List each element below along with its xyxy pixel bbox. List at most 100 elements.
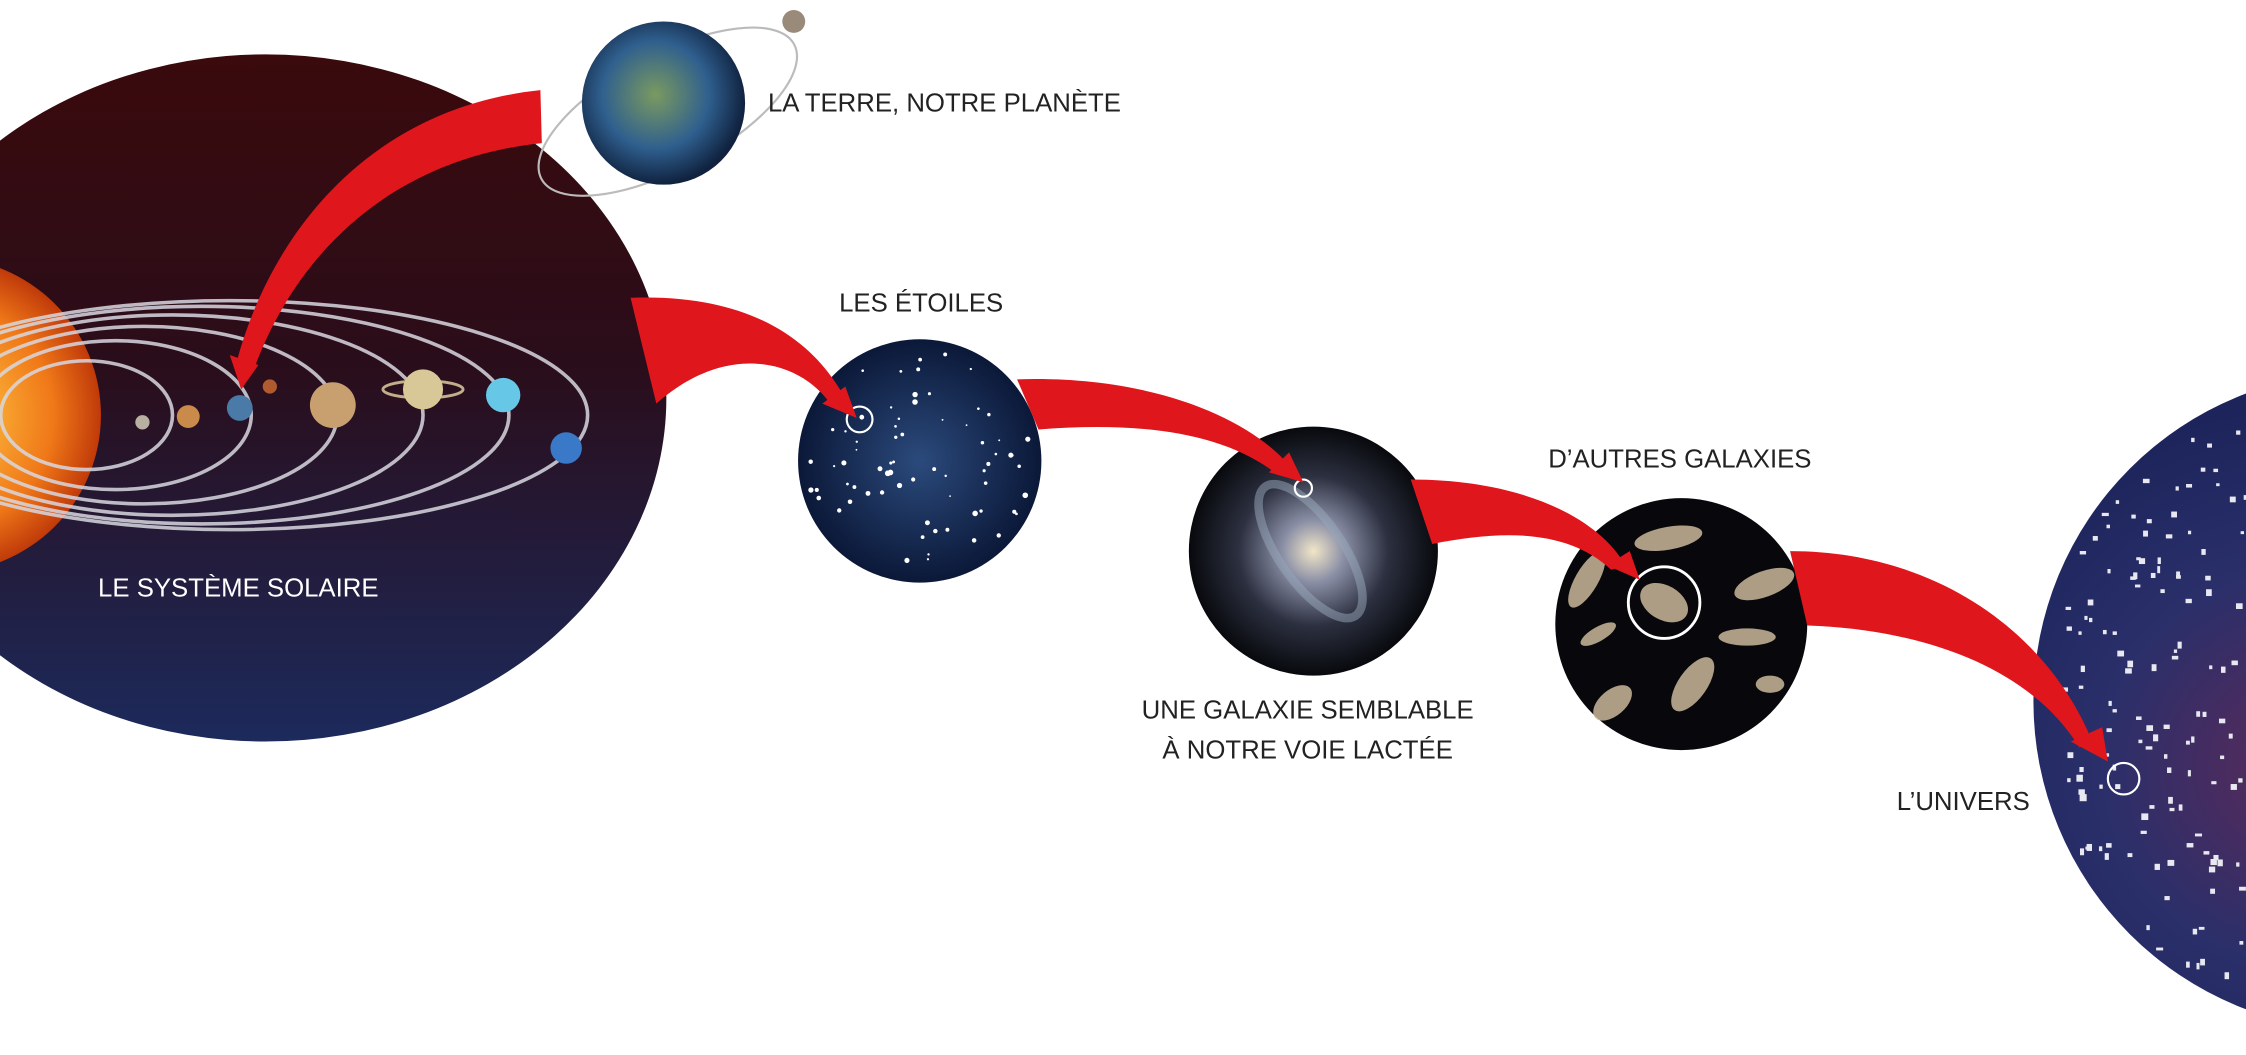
filament	[2176, 575, 2181, 579]
star	[983, 469, 986, 472]
filament	[2186, 741, 2190, 745]
star	[977, 407, 980, 410]
star	[1015, 512, 1018, 515]
star	[942, 419, 944, 421]
filament	[2164, 725, 2170, 729]
star	[846, 483, 849, 486]
star	[841, 460, 846, 465]
star	[979, 509, 982, 512]
filament	[2106, 525, 2110, 529]
filament	[2236, 430, 2240, 434]
filament	[2107, 728, 2112, 732]
star	[927, 558, 929, 560]
filament	[2078, 789, 2084, 794]
star	[890, 406, 892, 408]
filament	[2143, 479, 2150, 483]
filament	[2109, 701, 2112, 706]
star	[984, 481, 988, 485]
filament	[2236, 862, 2239, 866]
filament	[2102, 513, 2109, 516]
star	[918, 358, 922, 362]
filament	[2088, 600, 2094, 606]
filament	[2067, 626, 2072, 630]
filament	[2146, 725, 2153, 731]
filament	[2138, 740, 2142, 744]
filament	[2136, 716, 2142, 719]
filament	[2205, 576, 2211, 581]
filament	[2196, 963, 2199, 969]
filament	[2164, 896, 2169, 900]
star	[815, 488, 819, 492]
filament	[2135, 585, 2140, 588]
star	[972, 511, 978, 517]
filament	[2186, 962, 2190, 968]
star	[897, 483, 902, 488]
star	[912, 399, 918, 405]
filament	[2171, 512, 2177, 518]
filament	[2213, 469, 2218, 472]
filament	[2093, 536, 2098, 541]
filament	[2170, 808, 2175, 811]
star	[859, 415, 864, 420]
filament	[2217, 859, 2222, 866]
star	[997, 533, 1001, 537]
filament	[2076, 775, 2082, 782]
star	[916, 367, 920, 371]
filament	[2216, 483, 2219, 486]
star	[837, 508, 841, 512]
solar-system-label: LE SYSTÈME SOLAIRE	[98, 574, 378, 603]
filament	[2087, 844, 2092, 851]
filament	[2151, 573, 2156, 578]
filament	[2229, 734, 2233, 739]
filament	[2196, 711, 2200, 717]
universe-label: L’UNIVERS	[1897, 788, 2030, 816]
filament	[2103, 630, 2107, 634]
filament	[2130, 576, 2136, 579]
filament	[2143, 531, 2148, 537]
galaxy-circle	[1189, 427, 1438, 676]
star	[1017, 464, 1021, 468]
other-galaxies-label: D’AUTRES GALAXIES	[1548, 446, 1811, 474]
galaxy-label-1: UNE GALAXIE SEMBLABLE	[1142, 696, 1474, 724]
filament	[2209, 665, 2212, 669]
star	[844, 430, 846, 432]
filament	[2079, 767, 2083, 772]
star	[833, 465, 835, 467]
star	[972, 538, 977, 543]
filament	[2231, 784, 2237, 790]
filament	[2200, 959, 2205, 966]
galaxy-label-2: À NOTRE VOIE LACTÉE	[1162, 735, 1452, 764]
star	[878, 466, 883, 471]
filament	[2117, 651, 2124, 657]
stars-circle	[798, 339, 1041, 582]
star	[987, 413, 990, 416]
filament	[2191, 736, 2194, 742]
star	[995, 453, 998, 456]
filament	[2078, 631, 2081, 634]
filament	[2174, 649, 2177, 652]
filament	[2127, 661, 2133, 668]
filament	[2167, 860, 2174, 866]
star	[900, 433, 904, 437]
filament	[2203, 712, 2207, 717]
filament	[2201, 468, 2206, 472]
star	[944, 475, 946, 477]
filament	[2195, 834, 2202, 837]
star	[856, 449, 858, 451]
filament	[2186, 599, 2192, 603]
star	[970, 368, 972, 370]
star	[1011, 454, 1013, 456]
filament	[2080, 551, 2086, 554]
filament	[2141, 831, 2147, 834]
star	[899, 370, 902, 373]
filament	[2211, 781, 2216, 784]
star	[889, 461, 892, 464]
filament	[2207, 443, 2212, 447]
filament	[2239, 941, 2243, 945]
filament	[2178, 642, 2182, 649]
filament	[2149, 805, 2154, 809]
star	[911, 477, 915, 481]
filament	[2219, 719, 2225, 724]
filament	[2160, 589, 2164, 593]
star	[894, 436, 897, 439]
